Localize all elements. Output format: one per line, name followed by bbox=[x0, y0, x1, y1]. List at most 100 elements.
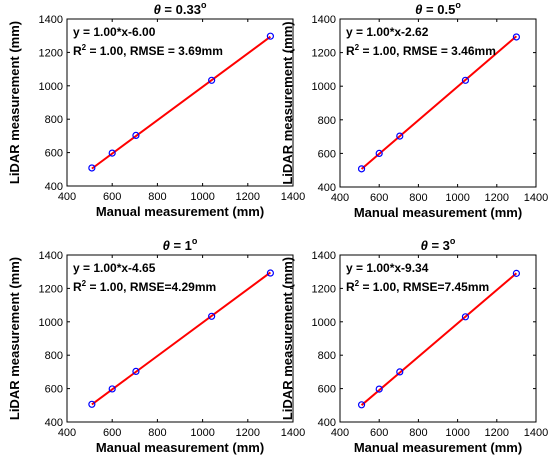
data-point bbox=[208, 76, 216, 84]
title-theta: θ bbox=[421, 238, 428, 253]
r2-superscript: 2 bbox=[82, 279, 87, 288]
x-tick-label: 1400 bbox=[524, 192, 548, 204]
y-tick-label: 1000 bbox=[312, 317, 336, 329]
data-point bbox=[375, 149, 383, 157]
data-point bbox=[266, 32, 274, 40]
chart-title: θ = 1o bbox=[163, 236, 198, 253]
y-tick-label: 600 bbox=[45, 384, 63, 396]
y-tick-label: 600 bbox=[45, 148, 63, 160]
fit-line bbox=[91, 35, 271, 170]
r2-rmse-values: = 1.00, RMSE=7.45mm bbox=[359, 280, 489, 294]
title-theta: θ bbox=[154, 2, 161, 17]
x-tick-label: 1200 bbox=[485, 192, 509, 204]
y-tick-label: 1000 bbox=[312, 81, 336, 93]
y-tick-label: 1200 bbox=[312, 48, 336, 60]
x-tick-label: 1200 bbox=[236, 427, 260, 439]
title-degree: o bbox=[450, 236, 456, 246]
r2-label: R bbox=[73, 280, 82, 294]
y-tick-label: 1200 bbox=[312, 283, 336, 295]
plot-area bbox=[339, 254, 537, 423]
y-tick-label: 1200 bbox=[39, 47, 63, 59]
fit-statistics: R2 = 1.00, RMSE=4.29mm bbox=[73, 279, 216, 294]
x-tick-label: 800 bbox=[148, 191, 166, 203]
fit-line bbox=[360, 35, 518, 170]
y-axis-label: LiDAR measurement (mm) bbox=[280, 21, 295, 184]
title-theta: θ bbox=[163, 238, 170, 253]
title-value: = 0.33 bbox=[161, 2, 201, 17]
y-tick-label: 400 bbox=[45, 181, 63, 193]
y-tick-label: 1200 bbox=[39, 283, 63, 295]
x-tick-label: 1400 bbox=[281, 191, 305, 203]
r2-label: R bbox=[346, 44, 355, 58]
x-tick-label: 1000 bbox=[190, 427, 214, 439]
title-degree: o bbox=[192, 236, 198, 246]
y-tick-label: 400 bbox=[318, 417, 336, 429]
data-point bbox=[108, 385, 116, 393]
r2-rmse-values: = 1.00, RMSE = 3.46mm bbox=[359, 44, 496, 58]
y-tick-label: 800 bbox=[318, 350, 336, 362]
x-tick-label: 800 bbox=[148, 427, 166, 439]
fit-equation: y = 1.00*x-9.34 bbox=[346, 261, 429, 275]
x-tick-label: 400 bbox=[58, 191, 76, 203]
title-value: = 1 bbox=[170, 238, 192, 253]
y-axis-label: LiDAR measurement (mm) bbox=[7, 257, 22, 420]
chart-title: θ = 3o bbox=[421, 236, 456, 253]
r2-label: R bbox=[346, 280, 355, 294]
title-value: = 0.5 bbox=[422, 2, 455, 17]
x-axis-label: Manual measurement (mm) bbox=[354, 440, 522, 455]
x-tick-label: 800 bbox=[409, 192, 427, 204]
y-tick-label: 800 bbox=[318, 115, 336, 127]
data-point bbox=[461, 313, 470, 321]
x-tick-label: 1400 bbox=[281, 427, 305, 439]
y-tick-label: 1400 bbox=[39, 250, 63, 262]
data-point bbox=[208, 312, 216, 320]
chart-title: θ = 0.33o bbox=[154, 0, 207, 17]
title-degree: o bbox=[455, 0, 461, 10]
r2-label: R bbox=[73, 44, 82, 58]
y-tick-label: 600 bbox=[318, 384, 336, 396]
x-tick-label: 600 bbox=[103, 427, 121, 439]
title-theta: θ bbox=[415, 2, 422, 17]
title-value: = 3 bbox=[428, 238, 450, 253]
x-tick-label: 800 bbox=[409, 427, 427, 439]
y-axis-label: LiDAR measurement (mm) bbox=[280, 257, 295, 420]
fit-equation: y = 1.00*x-2.62 bbox=[346, 25, 429, 39]
r2-rmse-values: = 1.00, RMSE=4.29mm bbox=[86, 280, 216, 294]
x-tick-label: 400 bbox=[331, 427, 349, 439]
y-tick-label: 1400 bbox=[39, 14, 63, 26]
fit-statistics: R2 = 1.00, RMSE = 3.46mm bbox=[346, 43, 496, 58]
data-point bbox=[88, 164, 96, 172]
fit-equation: y = 1.00*x-4.65 bbox=[73, 261, 156, 275]
x-tick-label: 1000 bbox=[445, 427, 469, 439]
fit-line bbox=[360, 272, 518, 406]
y-tick-label: 800 bbox=[45, 350, 63, 362]
r2-superscript: 2 bbox=[82, 43, 87, 52]
x-axis-label: Manual measurement (mm) bbox=[354, 205, 522, 220]
data-point bbox=[108, 149, 116, 157]
data-point bbox=[396, 132, 404, 140]
title-degree: o bbox=[201, 0, 207, 10]
chart-panel: 400 600 800 1000 1200 1400 400 600 800 1000 1200 14… bbox=[7, 236, 305, 455]
data-point bbox=[357, 401, 366, 409]
x-tick-label: 600 bbox=[370, 192, 388, 204]
y-tick-label: 1000 bbox=[39, 317, 63, 329]
x-tick-label: 1200 bbox=[236, 191, 260, 203]
data-point bbox=[461, 76, 470, 84]
y-tick-label: 600 bbox=[318, 148, 336, 160]
x-tick-label: 400 bbox=[58, 427, 76, 439]
chart-title: θ = 0.5o bbox=[415, 0, 461, 17]
x-tick-label: 600 bbox=[103, 191, 121, 203]
x-tick-label: 1000 bbox=[190, 191, 214, 203]
r2-superscript: 2 bbox=[355, 43, 360, 52]
y-axis-label: LiDAR measurement (mm) bbox=[7, 21, 22, 184]
data-point bbox=[266, 269, 274, 277]
data-point bbox=[375, 385, 383, 393]
data-point bbox=[132, 131, 140, 139]
fit-line bbox=[91, 271, 271, 406]
x-tick-label: 1000 bbox=[445, 192, 469, 204]
data-point bbox=[512, 269, 521, 277]
x-tick-label: 1400 bbox=[524, 427, 548, 439]
y-tick-label: 400 bbox=[318, 182, 336, 194]
data-point bbox=[512, 33, 521, 41]
